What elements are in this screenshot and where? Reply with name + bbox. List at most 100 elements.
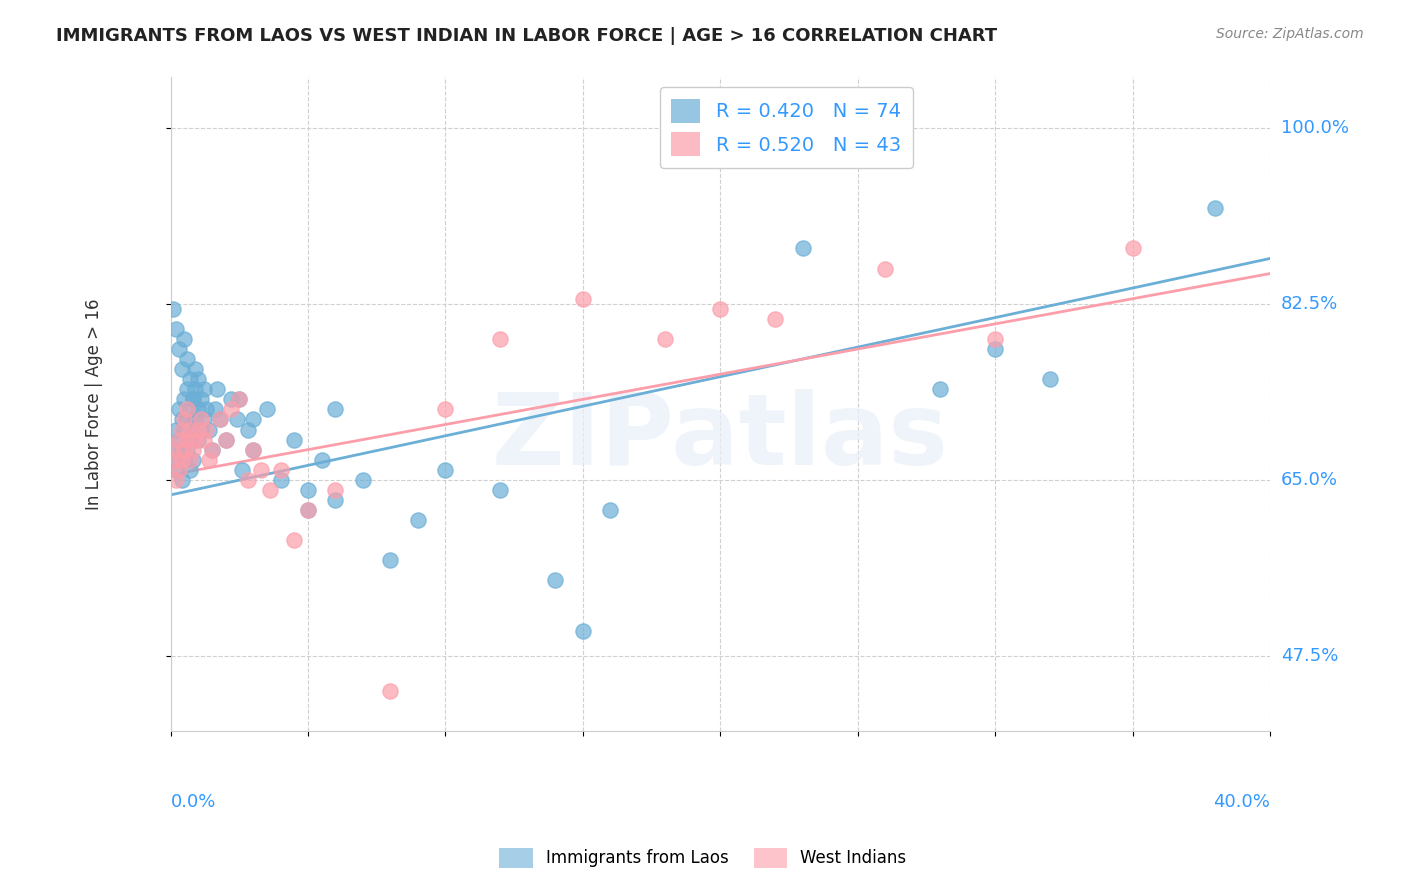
West Indians — [187, 423, 209, 437]
Legend: Immigrants from Laos, West Indians: Immigrants from Laos, West Indians — [492, 841, 914, 875]
West Indians — [219, 402, 242, 417]
Immigrants from Laos — [198, 423, 221, 437]
Immigrants from Laos — [181, 423, 204, 437]
Immigrants from Laos — [173, 452, 195, 467]
Immigrants from Laos — [167, 402, 190, 417]
Immigrants from Laos — [173, 332, 195, 346]
West Indians — [325, 483, 347, 497]
Immigrants from Laos — [165, 463, 187, 477]
Immigrants from Laos — [173, 423, 195, 437]
Immigrants from Laos — [214, 433, 236, 447]
Immigrants from Laos — [193, 412, 215, 426]
Immigrants from Laos — [219, 392, 242, 407]
Text: 47.5%: 47.5% — [1281, 647, 1339, 665]
Immigrants from Laos — [167, 452, 190, 467]
West Indians — [297, 503, 319, 517]
Immigrants from Laos — [204, 402, 226, 417]
Immigrants from Laos — [165, 322, 187, 336]
Text: 0.0%: 0.0% — [170, 793, 217, 812]
Text: 82.5%: 82.5% — [1281, 294, 1339, 313]
Immigrants from Laos — [325, 492, 347, 507]
West Indians — [380, 684, 402, 698]
Immigrants from Laos — [170, 442, 193, 457]
Immigrants from Laos — [179, 402, 201, 417]
West Indians — [193, 433, 215, 447]
West Indians — [236, 473, 259, 487]
Immigrants from Laos — [162, 301, 184, 316]
Immigrants from Laos — [236, 423, 259, 437]
Immigrants from Laos — [406, 513, 429, 527]
West Indians — [984, 332, 1007, 346]
West Indians — [176, 402, 198, 417]
Immigrants from Laos — [165, 423, 187, 437]
Immigrants from Laos — [187, 402, 209, 417]
Immigrants from Laos — [256, 402, 278, 417]
Immigrants from Laos — [190, 423, 212, 437]
West Indians — [250, 463, 273, 477]
Immigrants from Laos — [195, 402, 218, 417]
Immigrants from Laos — [270, 473, 292, 487]
Immigrants from Laos — [572, 624, 595, 638]
West Indians — [195, 423, 218, 437]
Immigrants from Laos — [544, 574, 567, 588]
Immigrants from Laos — [173, 392, 195, 407]
West Indians — [242, 442, 264, 457]
Immigrants from Laos — [167, 433, 190, 447]
Immigrants from Laos — [170, 362, 193, 376]
Immigrants from Laos — [929, 382, 952, 396]
Immigrants from Laos — [176, 412, 198, 426]
Immigrants from Laos — [225, 412, 247, 426]
Immigrants from Laos — [170, 473, 193, 487]
Immigrants from Laos — [380, 553, 402, 567]
West Indians — [214, 433, 236, 447]
West Indians — [167, 463, 190, 477]
West Indians — [179, 452, 201, 467]
Text: 100.0%: 100.0% — [1281, 119, 1348, 136]
Immigrants from Laos — [489, 483, 512, 497]
Immigrants from Laos — [167, 342, 190, 356]
West Indians — [198, 452, 221, 467]
Immigrants from Laos — [176, 442, 198, 457]
Immigrants from Laos — [184, 382, 207, 396]
Immigrants from Laos — [162, 442, 184, 457]
Text: Source: ZipAtlas.com: Source: ZipAtlas.com — [1216, 27, 1364, 41]
Immigrants from Laos — [176, 352, 198, 367]
Text: In Labor Force | Age > 16: In Labor Force | Age > 16 — [84, 299, 103, 510]
West Indians — [176, 433, 198, 447]
Immigrants from Laos — [201, 442, 224, 457]
West Indians — [434, 402, 457, 417]
Immigrants from Laos — [181, 452, 204, 467]
West Indians — [270, 463, 292, 477]
Immigrants from Laos — [207, 382, 229, 396]
Legend: R = 0.420   N = 74, R = 0.520   N = 43: R = 0.420 N = 74, R = 0.520 N = 43 — [659, 87, 912, 168]
Immigrants from Laos — [193, 382, 215, 396]
Immigrants from Laos — [311, 452, 333, 467]
West Indians — [709, 301, 731, 316]
West Indians — [190, 412, 212, 426]
Immigrants from Laos — [179, 372, 201, 386]
Immigrants from Laos — [179, 433, 201, 447]
Text: ZIPatlas: ZIPatlas — [492, 389, 949, 485]
Immigrants from Laos — [325, 402, 347, 417]
Immigrants from Laos — [297, 503, 319, 517]
Immigrants from Laos — [283, 433, 305, 447]
West Indians — [572, 292, 595, 306]
West Indians — [184, 433, 207, 447]
West Indians — [170, 423, 193, 437]
West Indians — [173, 442, 195, 457]
Immigrants from Laos — [184, 362, 207, 376]
Immigrants from Laos — [209, 412, 232, 426]
Immigrants from Laos — [231, 463, 253, 477]
Immigrants from Laos — [181, 392, 204, 407]
West Indians — [228, 392, 250, 407]
West Indians — [165, 473, 187, 487]
Immigrants from Laos — [190, 392, 212, 407]
Immigrants from Laos — [242, 412, 264, 426]
West Indians — [654, 332, 676, 346]
West Indians — [209, 412, 232, 426]
West Indians — [162, 442, 184, 457]
Immigrants from Laos — [179, 463, 201, 477]
Immigrants from Laos — [170, 412, 193, 426]
Immigrants from Laos — [792, 242, 814, 256]
West Indians — [1121, 242, 1143, 256]
